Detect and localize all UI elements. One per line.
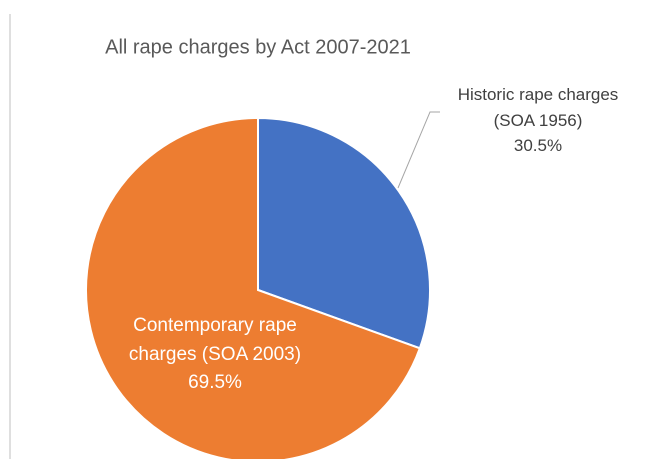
chart-title: All rape charges by Act 2007-2021 <box>105 36 411 58</box>
leader-line <box>397 111 440 189</box>
pie-slice <box>85 116 422 459</box>
pie-slice <box>257 116 431 350</box>
data-label: Contemporary rape charges (SOA 2003) 69.5… <box>115 312 315 398</box>
label-name: Contemporary rape charges (SOA 2003) <box>128 315 302 365</box>
data-label: Historic rape charges (SOA 1956) 30.5% <box>448 82 628 159</box>
label-value: 30.5% <box>513 136 563 155</box>
label-value: 69.5% <box>188 372 242 393</box>
label-name: Historic rape charges (SOA 1956) <box>457 85 619 130</box>
